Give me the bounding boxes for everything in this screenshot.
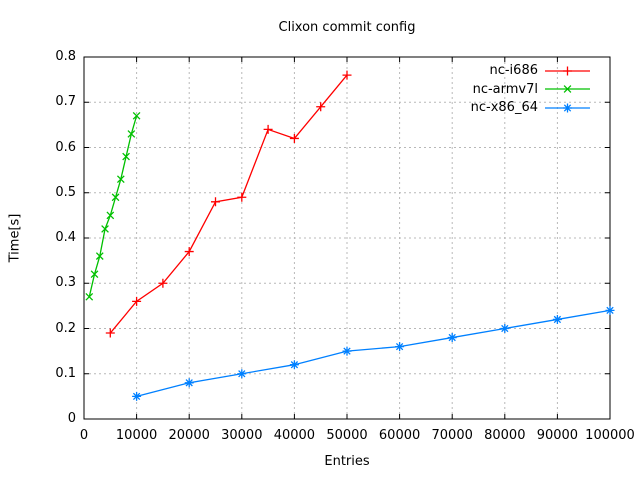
legend-row-nc-x86_64: nc-x86_64 bbox=[300, 99, 590, 117]
y-tick-label: 0 bbox=[67, 411, 76, 426]
legend-sample bbox=[545, 85, 590, 93]
legend-row-nc-armv7l: nc-armv7l bbox=[300, 80, 590, 98]
x-axis-label: Entries bbox=[324, 454, 370, 469]
x-tick-label: 30000 bbox=[221, 428, 263, 443]
legend-label: nc-armv7l bbox=[472, 81, 538, 97]
x-tick-label: 0 bbox=[79, 428, 89, 443]
x-tick-label: 90000 bbox=[536, 428, 579, 443]
y-tick-label: 0.8 bbox=[55, 49, 76, 64]
y-tick-label: 0.5 bbox=[55, 184, 76, 200]
series-markers-nc-i686 bbox=[105, 70, 352, 338]
chart-title: Clixon commit config bbox=[278, 20, 416, 35]
x-tick-label: 10000 bbox=[115, 428, 158, 443]
legend-row-nc-i686: nc-i686 bbox=[300, 62, 590, 80]
x-tick-label: 20000 bbox=[168, 428, 210, 443]
series-line-nc-armv7l bbox=[88, 115, 138, 297]
x-tick-label: 100000 bbox=[585, 428, 635, 443]
y-tick-label: 0.3 bbox=[55, 275, 76, 291]
x-tick-label: 70000 bbox=[431, 428, 473, 443]
series-line-nc-i686 bbox=[109, 74, 348, 334]
series-markers-nc-armv7l bbox=[85, 111, 141, 301]
series-markers-nc-x86_64 bbox=[132, 305, 615, 401]
legend-sample bbox=[545, 66, 590, 75]
legend-sample-marker bbox=[563, 66, 572, 75]
x-tick-label: 60000 bbox=[378, 428, 421, 443]
legend-sample-marker bbox=[563, 85, 572, 93]
legend-sample-marker bbox=[563, 103, 572, 113]
legend-sample bbox=[545, 103, 590, 113]
series-line-nc-x86_64 bbox=[136, 309, 611, 398]
x-tick-label: 80000 bbox=[484, 428, 526, 443]
y-tick-label: 0.1 bbox=[55, 365, 76, 381]
x-tick-label: 40000 bbox=[273, 428, 316, 443]
legend-label: nc-i686 bbox=[489, 63, 538, 78]
y-tick-label: 0.4 bbox=[55, 230, 76, 245]
y-tick-label: 0.2 bbox=[55, 320, 76, 336]
x-tick-label: 50000 bbox=[326, 428, 368, 443]
y-tick-label: 0.6 bbox=[55, 139, 76, 155]
legend-label: nc-x86_64 bbox=[470, 100, 538, 116]
y-tick-label: 0.7 bbox=[55, 94, 76, 110]
